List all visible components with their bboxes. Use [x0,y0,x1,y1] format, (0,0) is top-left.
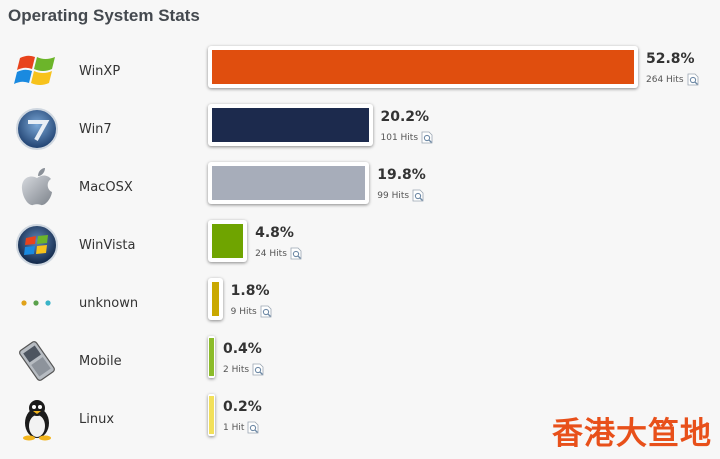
magnifier-icon[interactable] [412,189,425,202]
bar-fill [209,396,214,434]
magnifier-icon[interactable] [247,421,260,434]
chart-row-winxp: WinXP 52.8% 264 Hits [0,42,720,100]
bar-linux [208,394,215,436]
hits-count: 1 Hit [223,422,245,433]
value-label: 0.4% [223,341,262,357]
macosx-icon [14,164,60,210]
bar-fill [212,108,369,142]
hits-count: 264 Hits [646,74,684,85]
chart-row-mobile: Mobile 0.4% 2 Hits [0,332,720,390]
value-label: 0.2% [223,399,262,415]
win7-icon [14,106,60,152]
hits-label: 2 Hits [223,363,265,376]
value-label: 52.8% [646,51,695,67]
watermark-logo: 香港大笪地 [552,416,712,452]
bar-macosx [208,162,370,204]
magnifier-icon[interactable] [687,73,700,86]
magnifier-icon[interactable] [290,247,303,260]
winvista-icon [14,222,60,268]
chart-row-unknown: unknown 1.8% 9 Hits [0,274,720,332]
hits-count: 24 Hits [255,248,287,259]
category-label: MacOSX [79,180,133,195]
hits-count: 101 Hits [380,132,419,143]
chart-row-linux: Linux 0.2% 1 Hit [0,390,720,448]
value-label: 19.8% [377,167,426,183]
bar-fill [209,338,214,376]
value-label: 20.2% [380,109,430,125]
page-title: Operating System Stats [8,6,200,25]
bar-win7 [208,104,373,146]
category-label: unknown [79,296,139,311]
hits-label: 264 Hits [646,73,700,86]
bar-fill [212,50,634,84]
winxp-icon [14,48,60,94]
value-label: 4.8% [255,225,294,241]
hits-label: 24 Hits [255,247,303,260]
mobile-icon [14,338,60,384]
bar-fill [212,224,244,258]
hits-label: 101 Hits [381,131,435,144]
value-label: 1.8% [230,283,270,299]
category-label: Mobile [79,354,122,369]
hits-count: 9 Hits [230,306,257,317]
hits-label: 1 Hit [223,421,260,434]
chart-row-win7: Win7 20.2% 101 Hits [0,100,720,158]
chart-row-macosx: MacOSX 19.8% 99 Hits [0,158,720,216]
bar-fill [212,166,366,200]
hits-count: 2 Hits [223,364,250,375]
bar-winxp [208,46,638,88]
category-label: WinXP [79,64,121,79]
bar-mobile [208,336,215,378]
unknown-icon [14,280,60,326]
bar-fill [212,282,219,316]
bar-unknown [208,278,223,320]
hits-count: 99 Hits [377,190,410,201]
bar-winvista [208,220,248,262]
linux-icon [14,396,60,442]
magnifier-icon[interactable] [260,305,273,318]
magnifier-icon[interactable] [252,363,265,376]
hits-label: 9 Hits [231,305,273,318]
category-label: Linux [79,412,115,427]
category-label: Win7 [79,122,112,137]
category-label: WinVista [79,238,136,253]
chart-row-winvista: WinVista 4.8% 24 Hits [0,216,720,274]
hits-label: 99 Hits [377,189,425,202]
magnifier-icon[interactable] [421,131,434,144]
